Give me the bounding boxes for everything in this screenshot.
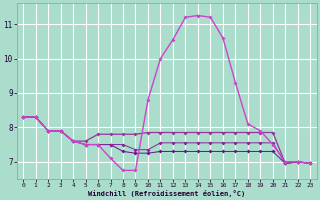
X-axis label: Windchill (Refroidissement éolien,°C): Windchill (Refroidissement éolien,°C) [88, 190, 245, 197]
